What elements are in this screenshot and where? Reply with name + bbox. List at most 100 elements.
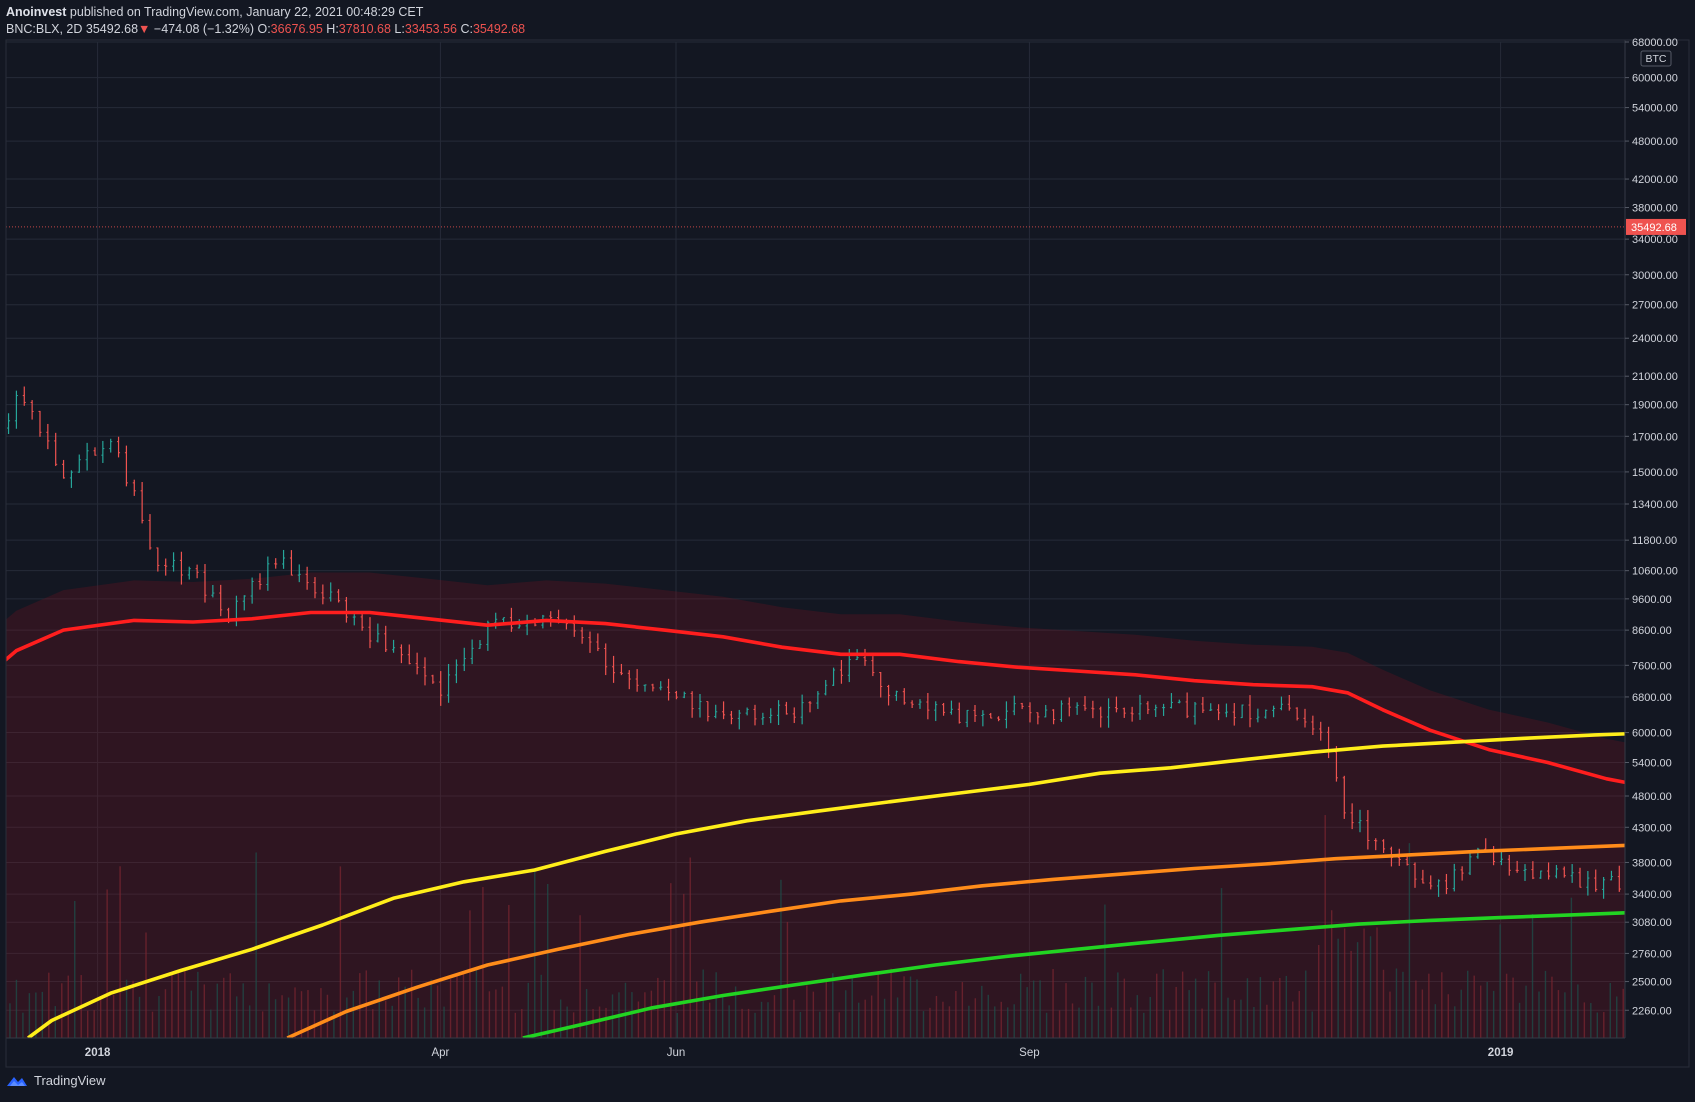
y-tick-label: 30000.00 — [1632, 270, 1678, 282]
volume-bar — [326, 994, 329, 1038]
y-tick-label: 38000.00 — [1632, 203, 1678, 215]
volume-bar — [696, 981, 698, 1038]
volume-bar — [1305, 970, 1307, 1038]
y-tick-label: 60000.00 — [1632, 73, 1678, 85]
volume-bar — [145, 932, 147, 1038]
volume-bar — [151, 1011, 154, 1038]
y-tick-label: 68000.00 — [1632, 37, 1678, 49]
volume-bar — [1266, 1004, 1268, 1038]
volume-bar — [832, 973, 834, 1038]
volume-bar — [683, 893, 685, 1038]
volume-bar — [1596, 1012, 1599, 1038]
chart-header: Anoinvest published on TradingView.com, … — [6, 4, 525, 38]
x-tick-label: Apr — [431, 1047, 449, 1059]
volume-bar — [1246, 978, 1249, 1038]
volume-bar — [793, 999, 795, 1038]
volume-bar — [585, 989, 588, 1038]
high-label: H: — [326, 22, 339, 36]
volume-bar — [728, 1005, 730, 1038]
volume-bar — [702, 969, 704, 1038]
volume-bar — [171, 972, 173, 1038]
y-tick-label: 54000.00 — [1632, 103, 1678, 115]
volume-bar — [1564, 992, 1566, 1038]
volume-bar — [339, 866, 342, 1038]
volume-bar — [1337, 938, 1339, 1038]
volume-bar — [1136, 995, 1138, 1038]
y-tick-label: 3800.00 — [1632, 857, 1672, 869]
volume-bar — [1343, 928, 1346, 1038]
currency-label: BTC — [1646, 53, 1667, 65]
volume-bar — [942, 1001, 944, 1038]
current-price-tag: 35492.68 — [1626, 218, 1686, 235]
publish-info: published on TradingView.com, January 22… — [69, 5, 424, 19]
volume-bar — [547, 884, 549, 1038]
volume-bar — [896, 997, 899, 1038]
low-value: 33453.56 — [404, 22, 457, 36]
y-tick-label: 27000.00 — [1632, 300, 1678, 312]
volume-bar — [870, 995, 873, 1038]
symbol-label[interactable]: BNC:BLX, 2D — [6, 22, 83, 36]
volume-bar — [890, 968, 892, 1038]
volume-bar — [1447, 994, 1449, 1038]
volume-bar — [708, 1002, 711, 1038]
y-tick-label: 48000.00 — [1632, 136, 1678, 148]
volume-bar — [1058, 1010, 1061, 1038]
volume-bar — [909, 976, 912, 1038]
volume-bar — [469, 910, 471, 1038]
volume-bar — [715, 972, 717, 1038]
author-name[interactable]: Anoinvest — [6, 5, 67, 19]
volume-bar — [1531, 914, 1534, 1038]
volume-bar — [255, 852, 257, 1038]
x-tick-label: 2019 — [1488, 1047, 1514, 1059]
close-value: 35492.68 — [472, 22, 526, 36]
volume-bar — [223, 977, 225, 1038]
volume-bar — [799, 1011, 802, 1038]
volume-bar — [1512, 977, 1514, 1038]
y-tick-label: 2760.00 — [1632, 948, 1672, 960]
volume-bar — [417, 997, 419, 1038]
volume-bar — [1473, 975, 1475, 1038]
volume-bar — [1467, 970, 1469, 1038]
volume-bar — [605, 1007, 607, 1038]
volume-bar — [443, 1006, 445, 1038]
volume-bar — [1071, 1003, 1074, 1038]
volume-bar — [1227, 997, 1229, 1038]
y-tick-label: 24000.00 — [1632, 333, 1678, 345]
current-price-tag-box — [1626, 218, 1686, 235]
volume-bar — [1097, 1005, 1100, 1038]
volume-bar — [845, 990, 847, 1038]
volume-bar — [851, 978, 853, 1038]
volume-bar — [177, 972, 180, 1038]
volume-bar — [767, 1002, 769, 1038]
high-value: 37810.68 — [338, 22, 391, 36]
grid — [6, 41, 1625, 1038]
series-ma-red — [6, 610, 1625, 785]
volume-bar — [1318, 945, 1320, 1038]
volume-bar — [864, 999, 866, 1038]
volume-bar — [1253, 1006, 1255, 1038]
volume-bar — [112, 994, 115, 1038]
low-label: L: — [394, 22, 405, 36]
volume-bar — [1479, 985, 1482, 1038]
volume-bar — [1259, 977, 1262, 1038]
volume-bar — [916, 979, 918, 1038]
y-tick-label: 4800.00 — [1632, 791, 1672, 803]
volume-bar — [1428, 973, 1430, 1038]
footer-branding[interactable]: TradingView — [6, 1073, 106, 1088]
volume-bar — [236, 996, 238, 1038]
tradingview-logo-icon — [7, 1076, 27, 1086]
volume-bar — [689, 857, 691, 1038]
y-tick-label: 2260.00 — [1632, 1005, 1672, 1017]
y-tick-label: 9600.00 — [1632, 594, 1672, 606]
y-tick-label: 6800.00 — [1632, 692, 1672, 704]
volume-bar — [488, 991, 491, 1038]
volume-bar — [1376, 927, 1378, 1038]
volume-bar — [333, 1011, 335, 1038]
volume-bar — [3, 1012, 4, 1038]
volume-bar — [352, 990, 355, 1038]
volume-bar — [203, 984, 206, 1038]
volume-bar — [184, 969, 186, 1038]
brand-name: TradingView — [34, 1073, 106, 1088]
open-label: O: — [257, 22, 271, 36]
